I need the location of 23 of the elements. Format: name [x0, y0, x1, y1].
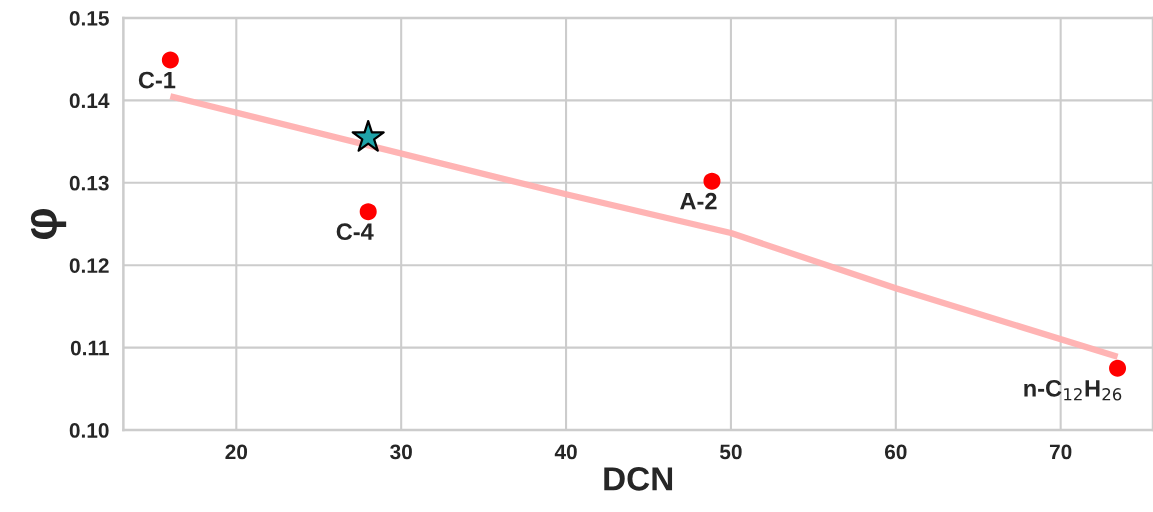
y-tick-label: 0.12: [69, 258, 109, 273]
x-axis-title: DCN: [604, 467, 673, 491]
y-tick-label: 0.14: [69, 93, 110, 109]
annotation: n-C$_{12}$H$_{26}$: [1024, 379, 1122, 401]
x-tick-label: 40: [554, 444, 577, 460]
x-tick-label: 30: [390, 444, 412, 460]
point: [703, 172, 721, 190]
annotation: C-1: [138, 71, 176, 89]
annotation: A-2: [680, 192, 717, 210]
y-tick-label: 0.13: [69, 175, 109, 191]
point: [351, 120, 385, 152]
x-tick-label: 70: [1049, 444, 1072, 460]
point: [161, 51, 179, 69]
y-axis-title: φ: [30, 208, 67, 240]
x-tick-label: 50: [719, 444, 742, 460]
x-tick-label: 20: [225, 444, 248, 460]
y-tick-label: 0.11: [70, 340, 109, 356]
x-tick-label: 60: [884, 444, 907, 460]
point: [1109, 359, 1127, 377]
y-tick-label: 0.10: [69, 423, 109, 438]
y-tick-label: 0.15: [69, 10, 109, 26]
point: [359, 203, 377, 221]
annotation: C-4: [336, 223, 374, 241]
